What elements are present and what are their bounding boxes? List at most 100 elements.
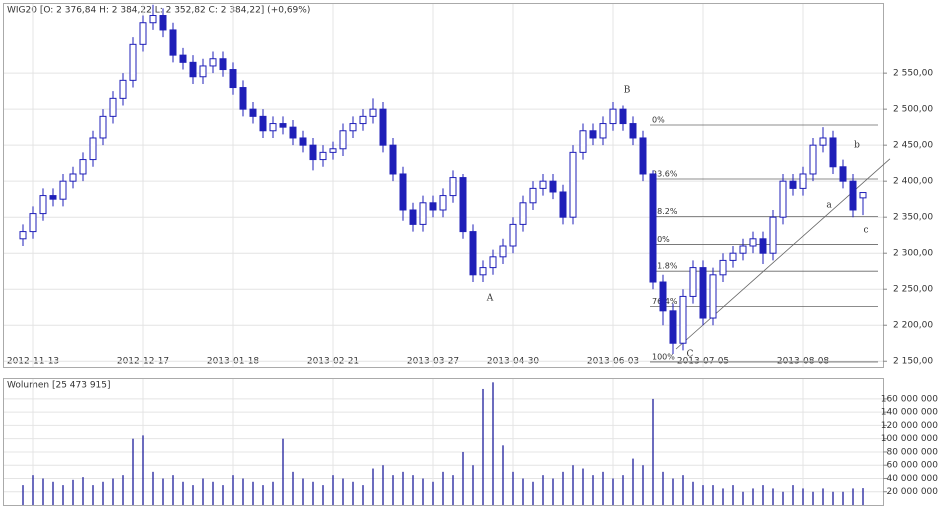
candle-body	[489, 256, 497, 269]
fib-label: 50%	[652, 235, 670, 244]
candle-body	[549, 180, 557, 193]
candle-body	[139, 22, 147, 45]
candle-body	[299, 137, 307, 146]
candle-body	[629, 123, 637, 139]
wave-label: A	[486, 294, 494, 304]
candle-body	[279, 123, 287, 128]
candle-body	[449, 177, 457, 197]
y2-tick-label: 120 000 000	[881, 421, 939, 431]
candle-body	[849, 180, 857, 211]
candle-body	[59, 180, 67, 200]
candle-body	[709, 274, 717, 319]
volume-title: Wolumen [25 473 915]	[7, 381, 111, 391]
candle-body	[199, 65, 207, 78]
candle-body	[789, 180, 797, 189]
candle-body	[359, 115, 367, 125]
y2-tick-label: 140 000 000	[881, 408, 939, 418]
candle-body	[769, 216, 777, 254]
candle-body	[579, 130, 587, 153]
candle-body	[339, 130, 347, 150]
candle-body	[89, 137, 97, 161]
candle-body	[29, 213, 37, 233]
candle-body	[439, 195, 447, 211]
y-tick-label: 2 250,00	[893, 285, 933, 295]
candle-body	[539, 180, 547, 189]
candle-body	[319, 151, 327, 161]
candle-body	[569, 151, 577, 218]
y-tick-label: 2 350,00	[893, 213, 933, 223]
wave-label: b	[854, 141, 860, 151]
candle-body	[39, 195, 47, 215]
candle-body	[609, 108, 617, 125]
chart-title: WIG20 [O: 2 376,84 H: 2 384,22 L: 2 352,…	[7, 6, 310, 16]
wave-label: a	[826, 201, 832, 211]
price-panel	[3, 3, 884, 368]
candle-body	[369, 108, 377, 117]
y-tick-label: 2 150,00	[893, 357, 933, 367]
candle-body	[859, 192, 867, 199]
y2-tick-label: 160 000 000	[881, 394, 939, 404]
candle-body	[559, 191, 567, 218]
candle-body	[479, 267, 487, 276]
candle-body	[209, 58, 217, 67]
candle-body	[409, 209, 417, 225]
candle-body	[679, 295, 687, 344]
candle-body	[229, 69, 237, 89]
volume-panel	[3, 378, 884, 506]
candle-body	[669, 310, 677, 344]
y-tick-label: 2 550,00	[893, 69, 933, 79]
y2-tick-label: 100 000 000	[881, 434, 939, 444]
candle-body	[649, 173, 657, 283]
candle-body	[289, 126, 297, 139]
candle-body	[159, 15, 167, 31]
candle-body	[779, 180, 787, 218]
candle-body	[589, 130, 597, 139]
candle-body	[129, 43, 137, 81]
y2-tick-label: 80 000 000	[886, 447, 938, 457]
candle-body	[699, 267, 707, 319]
wave-label: B	[624, 86, 631, 96]
y2-tick-label: 60 000 000	[886, 461, 938, 471]
y2-tick-label: 20 000 000	[886, 487, 938, 497]
candle-body	[619, 108, 627, 125]
candle-body	[179, 54, 187, 63]
candle-body	[749, 238, 757, 247]
candle-body	[719, 259, 727, 276]
fib-label: 0%	[652, 116, 665, 125]
candle-body	[659, 281, 667, 312]
candle-body	[399, 173, 407, 211]
wave-label: c	[863, 226, 868, 236]
candle-body	[259, 115, 267, 132]
y-tick-label: 2 300,00	[893, 249, 933, 259]
candle-body	[269, 123, 277, 132]
candle-body	[519, 202, 527, 225]
candle-body	[799, 173, 807, 189]
candle-body	[109, 97, 117, 117]
fib-label: 23.6%	[652, 170, 678, 179]
candle-body	[419, 202, 427, 225]
candle-body	[169, 29, 177, 56]
candle-body	[839, 166, 847, 182]
candle-body	[599, 123, 607, 139]
candle-body	[349, 123, 357, 132]
candle-body	[759, 238, 767, 254]
fib-label: 61.8%	[652, 262, 678, 271]
candle-body	[739, 245, 747, 254]
fib-label: 38.2%	[652, 207, 678, 216]
fib-label: 100%	[652, 352, 675, 361]
candle-body	[49, 195, 57, 200]
candle-body	[529, 187, 537, 204]
candle-body	[389, 144, 397, 175]
candle-body	[729, 252, 737, 261]
y-tick-label: 2 500,00	[893, 105, 933, 115]
candle-body	[379, 108, 387, 146]
candle-body	[689, 267, 697, 297]
candle-body	[69, 173, 77, 182]
y-tick-label: 2 450,00	[893, 141, 933, 151]
candle-body	[819, 137, 827, 146]
candle-body	[19, 231, 27, 240]
candle-body	[79, 159, 87, 175]
y-tick-label: 2 200,00	[893, 321, 933, 331]
candle-body	[509, 223, 517, 247]
candle-body	[309, 144, 317, 161]
